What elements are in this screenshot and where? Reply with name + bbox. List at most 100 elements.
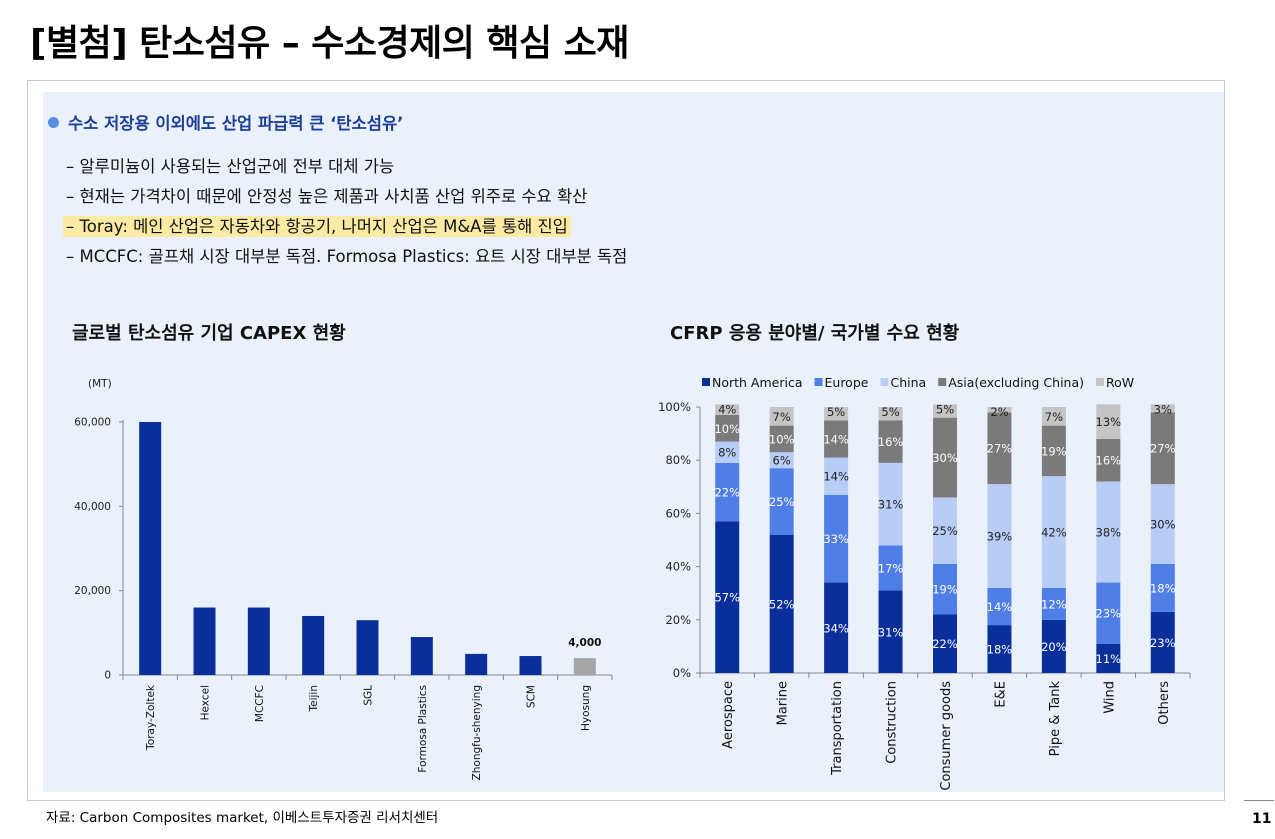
stack-segment — [769, 452, 794, 469]
stack-segment — [1150, 404, 1175, 413]
data-label: 18% — [1150, 581, 1176, 595]
legend-swatch — [938, 378, 947, 386]
data-label: 22% — [714, 486, 740, 500]
data-label: 2% — [990, 405, 1008, 419]
stack-segment — [715, 414, 740, 442]
summary-line-highlighted: – Toray: 메인 산업은 자동차와 항공기, 나머지 산업은 M&A를 통… — [63, 213, 571, 237]
summary-line-text: – MCCFC: 골프채 시장 대부분 독점. Formosa Plastics… — [66, 247, 628, 266]
stack-segment — [769, 425, 794, 453]
stack-segment — [769, 407, 794, 426]
stack-segment — [987, 412, 1012, 485]
legend-swatch — [1096, 378, 1104, 386]
bar — [410, 637, 433, 675]
data-label: 5% — [881, 405, 899, 419]
data-label: 14% — [987, 600, 1013, 614]
data-label: 25% — [932, 524, 958, 538]
y-tick-label: 20,000 — [74, 585, 111, 597]
summary-line: – 현재는 가격차이 때문에 안정성 높은 제품과 사치품 산업 위주로 수요 … — [66, 183, 587, 207]
x-tick-label: Hyosung — [580, 685, 592, 731]
page-title: [별첨] 탄소섬유 – 수소경제의 핵심 소재 — [30, 23, 629, 64]
data-label: 14% — [823, 470, 849, 484]
summary-line-text: – Toray: 메인 산업은 자동차와 항공기, 나머지 산업은 M&A를 통… — [63, 216, 571, 237]
bar — [356, 620, 379, 675]
legend-label: Europe — [825, 375, 869, 390]
summary-heading-text: 수소 저장용 이외에도 산업 파급력 큰 ‘탄소섬유’ — [68, 114, 404, 133]
x-tick-label: Transportation — [830, 681, 845, 776]
x-tick-label: Toray-Zoltek — [145, 684, 157, 751]
stack-segment — [769, 534, 794, 673]
stack-segment — [715, 404, 740, 415]
x-tick-label: MCCFC — [254, 685, 266, 722]
data-label: 16% — [1096, 454, 1122, 468]
stack-segment — [1041, 425, 1066, 477]
bar — [465, 653, 488, 675]
bullet-dot-icon — [48, 117, 59, 128]
stack-segment — [987, 407, 1012, 413]
stack-segment — [933, 563, 957, 615]
data-label: 52% — [769, 597, 795, 611]
data-label: 19% — [932, 583, 958, 597]
stack-segment — [715, 521, 740, 673]
stack-segment — [824, 582, 849, 673]
cfrp-chart-title: CFRP 응용 분야별/ 국가별 수요 현황 — [670, 323, 960, 344]
source-note: 자료: Carbon Composites market, 이베스트투자증권 리… — [46, 810, 439, 826]
data-label: 7% — [773, 410, 791, 424]
stack-segment — [878, 462, 903, 546]
stack-segment — [878, 407, 903, 421]
data-label: 25% — [769, 495, 795, 509]
stack-segment — [769, 468, 794, 535]
stack-segment — [933, 404, 957, 418]
stack-segment — [1096, 643, 1121, 673]
data-label: 13% — [1096, 415, 1122, 429]
data-label: 18% — [987, 643, 1013, 657]
stack-segment — [824, 420, 849, 458]
stack-segment — [824, 407, 849, 421]
stack-segment — [933, 417, 957, 498]
bar — [573, 658, 596, 675]
x-tick-label: Wind — [1102, 681, 1117, 714]
y-unit-label: (MT) — [88, 378, 112, 390]
data-label: 20% — [1041, 640, 1067, 654]
x-tick-label: E&E — [993, 681, 1008, 708]
summary-line-text: – 현재는 가격차이 때문에 안정성 높은 제품과 사치품 산업 위주로 수요 … — [66, 187, 588, 206]
stack-segment — [1150, 611, 1175, 673]
x-tick-label: Consumer goods — [939, 681, 954, 791]
data-label: 10% — [769, 432, 795, 446]
x-tick-label: Formosa Plastics — [417, 685, 429, 773]
data-label: 30% — [1150, 518, 1176, 532]
stack-segment — [1150, 412, 1175, 485]
bar — [519, 656, 542, 675]
y-tick-label: 20% — [665, 613, 691, 627]
stack-segment — [1096, 582, 1121, 644]
x-tick-label: Aerospace — [721, 681, 736, 749]
summary-line-text: – 알루미늄이 사용되는 산업군에 전부 대체 가능 — [66, 157, 395, 176]
data-label: 11% — [1096, 652, 1122, 666]
y-tick-label: 0% — [673, 666, 691, 680]
data-label: 38% — [1096, 526, 1122, 540]
data-label: 6% — [773, 454, 791, 468]
stack-segment — [824, 494, 849, 583]
bar — [247, 607, 270, 675]
legend-swatch — [814, 378, 823, 386]
data-label: 7% — [1045, 410, 1063, 424]
stack-segment — [1041, 476, 1066, 588]
data-label: 19% — [1041, 444, 1067, 458]
stack-segment — [933, 497, 957, 564]
x-tick-label: Hexcel — [200, 685, 212, 720]
stack-segment — [933, 614, 957, 673]
bar — [302, 615, 325, 675]
data-label: 27% — [987, 442, 1013, 456]
stack-segment — [1096, 438, 1121, 482]
data-label: 5% — [827, 405, 845, 419]
data-label: 4% — [718, 402, 736, 416]
data-label: 14% — [823, 432, 849, 446]
data-label: 22% — [932, 637, 958, 651]
stack-segment — [987, 625, 1012, 673]
data-label: 23% — [1150, 636, 1176, 650]
legend-swatch — [702, 378, 710, 386]
stack-segment — [715, 441, 740, 463]
legend-label: Asia(excluding China) — [948, 375, 1084, 390]
legend-label: North America — [712, 375, 803, 390]
stack-segment — [1096, 404, 1121, 439]
stack-segment — [987, 484, 1012, 588]
